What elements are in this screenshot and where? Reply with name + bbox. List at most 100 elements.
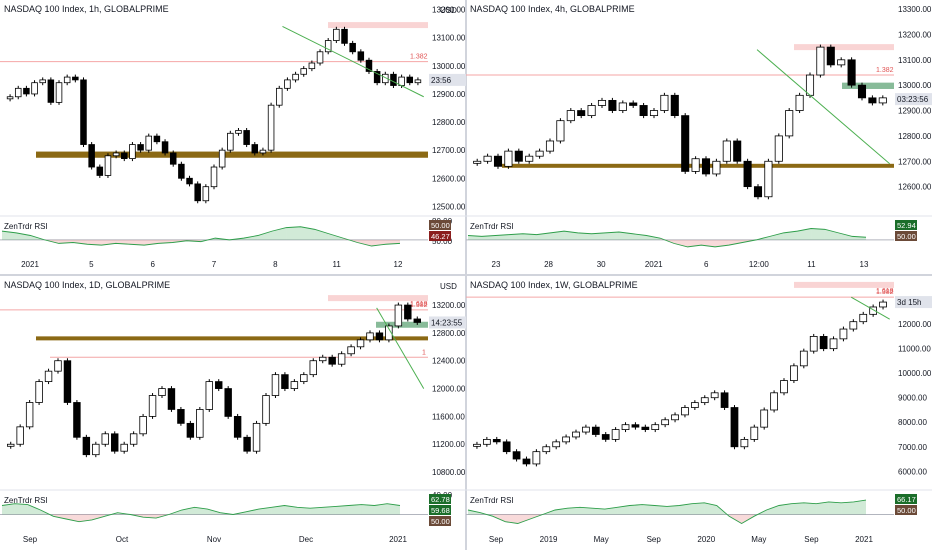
chart-svg-4h[interactable]: 12600.00 12700.00 12800.00 12900.00 13000.00… bbox=[466, 0, 932, 275]
candle bbox=[837, 59, 846, 66]
price-tick-6: 13200.00 bbox=[898, 30, 932, 39]
x-tick-1: Oct bbox=[116, 535, 129, 544]
x-tick-7: 13 bbox=[860, 260, 869, 269]
rsi-line bbox=[1, 226, 401, 247]
candle bbox=[601, 434, 610, 440]
price-tick-7: 13200.00 bbox=[432, 6, 466, 15]
rsi-fill bbox=[495, 234, 510, 240]
candle bbox=[186, 422, 195, 438]
candle bbox=[404, 304, 412, 320]
candle bbox=[290, 381, 299, 389]
chart-title-1w: NASDAQ 100 Index, 1W, GLOBALPRIME bbox=[470, 280, 638, 290]
chart-panel-4h[interactable]: 12600.00 12700.00 12800.00 12900.00 13000.00… bbox=[466, 0, 932, 275]
candle bbox=[473, 443, 481, 447]
x-tick-3: Dec bbox=[299, 535, 313, 544]
candle bbox=[35, 381, 43, 403]
candle bbox=[493, 155, 503, 167]
candle bbox=[267, 104, 275, 151]
x-tick-4: 2021 bbox=[389, 535, 407, 544]
candle bbox=[859, 313, 868, 323]
rsi-fill bbox=[357, 239, 372, 246]
candle bbox=[210, 166, 218, 188]
rsi-fill bbox=[73, 239, 88, 245]
chart-svg-1h[interactable]: 12500.00 12600.00 12700.00 12800.00 12900.00… bbox=[0, 0, 466, 275]
candle bbox=[205, 381, 213, 410]
rsi-fill bbox=[517, 514, 531, 524]
candle bbox=[262, 395, 270, 424]
candle bbox=[722, 140, 731, 162]
candle bbox=[582, 426, 590, 433]
candle bbox=[816, 46, 825, 76]
rsi-fill bbox=[286, 226, 301, 240]
candle bbox=[764, 160, 773, 198]
candle bbox=[795, 94, 804, 111]
x-tick-2: 30 bbox=[597, 260, 606, 269]
rsi-badge bbox=[429, 220, 451, 230]
candle bbox=[80, 79, 87, 145]
top-fib-band bbox=[794, 44, 894, 51]
candle bbox=[366, 332, 374, 341]
chart-panel-1h[interactable]: 12500.00 12600.00 12700.00 12800.00 12900.00… bbox=[0, 0, 466, 275]
rsi-fill bbox=[642, 504, 655, 515]
candle bbox=[868, 97, 877, 104]
price-tick-3: 12800.00 bbox=[432, 118, 466, 127]
candle bbox=[177, 409, 185, 424]
candle bbox=[186, 177, 193, 185]
candle bbox=[482, 439, 491, 445]
candle bbox=[681, 115, 690, 172]
candle bbox=[839, 328, 848, 340]
chart-svg-1d[interactable]: 10800.00 11200.00 11600.00 12000.00 12400.00… bbox=[0, 276, 466, 550]
fib-label: 1.382 bbox=[876, 67, 894, 74]
candle bbox=[137, 144, 144, 151]
candle bbox=[878, 97, 887, 104]
candle bbox=[562, 436, 570, 443]
rsi-fill bbox=[797, 228, 812, 240]
candle bbox=[556, 120, 565, 142]
top-fib-band bbox=[328, 22, 428, 29]
candle bbox=[227, 132, 234, 151]
candle bbox=[349, 42, 356, 53]
candle bbox=[120, 443, 128, 452]
x-tick-5: 12:00 bbox=[749, 260, 770, 269]
candle bbox=[169, 152, 177, 165]
price-tick-7: 13300.00 bbox=[898, 5, 932, 14]
rsi-badge bbox=[429, 516, 451, 526]
chart-panel-1d[interactable]: 10800.00 11200.00 11600.00 12000.00 12400.00… bbox=[0, 276, 466, 551]
rsi-badge bbox=[895, 220, 917, 230]
rsi-fill bbox=[314, 229, 329, 240]
rsi-fill bbox=[673, 239, 688, 247]
rsi-fill bbox=[579, 507, 593, 515]
candle bbox=[774, 135, 783, 162]
rsi-fill bbox=[567, 507, 580, 515]
candle bbox=[514, 150, 523, 162]
candle bbox=[316, 51, 324, 64]
candle bbox=[243, 436, 251, 452]
x-tick-0: Sep bbox=[23, 535, 38, 544]
top-fib-label: 1.618 bbox=[410, 301, 428, 308]
price-tick-5: 12800.00 bbox=[432, 329, 466, 338]
rsi-fill bbox=[130, 514, 144, 518]
rsi-fill bbox=[704, 502, 717, 515]
rsi-fill bbox=[728, 239, 743, 246]
candle bbox=[233, 416, 242, 438]
chart-svg-1w[interactable]: 6000.00 7000.00 8000.00 9000.00 10000.00 1100… bbox=[466, 276, 932, 550]
x-tick-5: May bbox=[751, 535, 766, 544]
candle bbox=[337, 353, 346, 365]
rsi-fill bbox=[387, 503, 400, 515]
candle bbox=[357, 51, 365, 61]
trend-line bbox=[282, 26, 424, 98]
candle bbox=[869, 306, 878, 315]
candle bbox=[611, 429, 620, 440]
rsi-badge bbox=[429, 505, 451, 515]
price-tick-4: 13000.00 bbox=[898, 81, 932, 90]
price-tick-0: 12500.00 bbox=[432, 202, 466, 211]
rsi-fill bbox=[618, 232, 633, 240]
candle bbox=[805, 74, 815, 96]
candle bbox=[847, 59, 856, 86]
price-tick-0: 12600.00 bbox=[898, 183, 932, 192]
candle bbox=[373, 71, 381, 84]
price-tick-5: 13000.00 bbox=[432, 62, 466, 71]
candle bbox=[591, 426, 600, 435]
chart-panel-1w[interactable]: 6000.00 7000.00 8000.00 9000.00 10000.00 1100… bbox=[466, 276, 932, 551]
candle bbox=[72, 76, 79, 81]
